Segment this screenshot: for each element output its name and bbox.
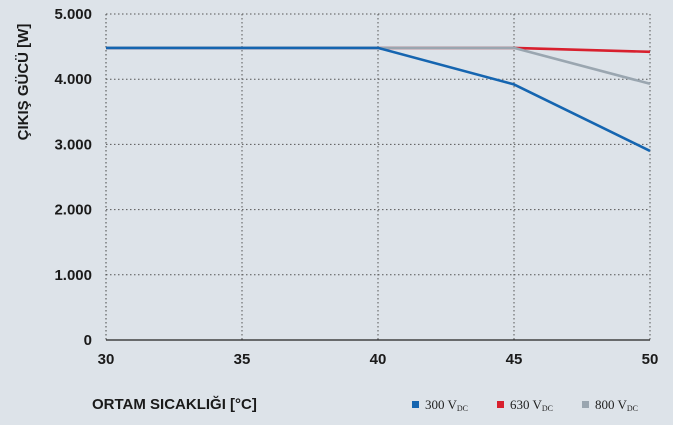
y-axis-label: ÇIKIŞ GÜCÜ [W] (15, 24, 32, 141)
axes (105, 14, 650, 341)
legend-label: 300 VDC (425, 397, 468, 413)
x-tick-label: 35 (234, 351, 251, 368)
x-tick-label: 30 (98, 351, 115, 368)
series-line-1 (106, 46, 651, 153)
x-tick-label: 40 (370, 351, 387, 368)
legend-label: 800 VDC (595, 397, 638, 413)
y-tick-label: 3.000 (54, 136, 92, 153)
x-tick-label: 45 (506, 351, 523, 368)
legend: 300 VDC 630 VDC 800 VDC (412, 397, 638, 413)
legend-item-2: 630 VDC (497, 397, 553, 413)
y-tick-labels: 0 1.000 2.000 3.000 4.000 5.000 (54, 6, 92, 349)
y-tick-label: 2.000 (54, 202, 92, 219)
y-tick-label: 1.000 (54, 267, 92, 284)
y-tick-label: 5.000 (54, 6, 92, 23)
x-axis-label: ORTAM SICAKLIĞI [°C] (92, 395, 257, 413)
legend-item-1: 300 VDC (412, 397, 468, 413)
x-tick-labels: 30 35 40 45 50 (98, 351, 659, 368)
legend-swatch (497, 401, 504, 408)
legend-label: 630 VDC (510, 397, 553, 413)
legend-swatch (582, 401, 589, 408)
x-tick-label: 50 (642, 351, 659, 368)
grid (106, 13, 651, 340)
legend-item-3: 800 VDC (582, 397, 638, 413)
y-tick-label: 0 (84, 332, 92, 349)
y-tick-label: 4.000 (54, 71, 92, 88)
series-lines (106, 46, 651, 153)
legend-swatch (412, 401, 419, 408)
